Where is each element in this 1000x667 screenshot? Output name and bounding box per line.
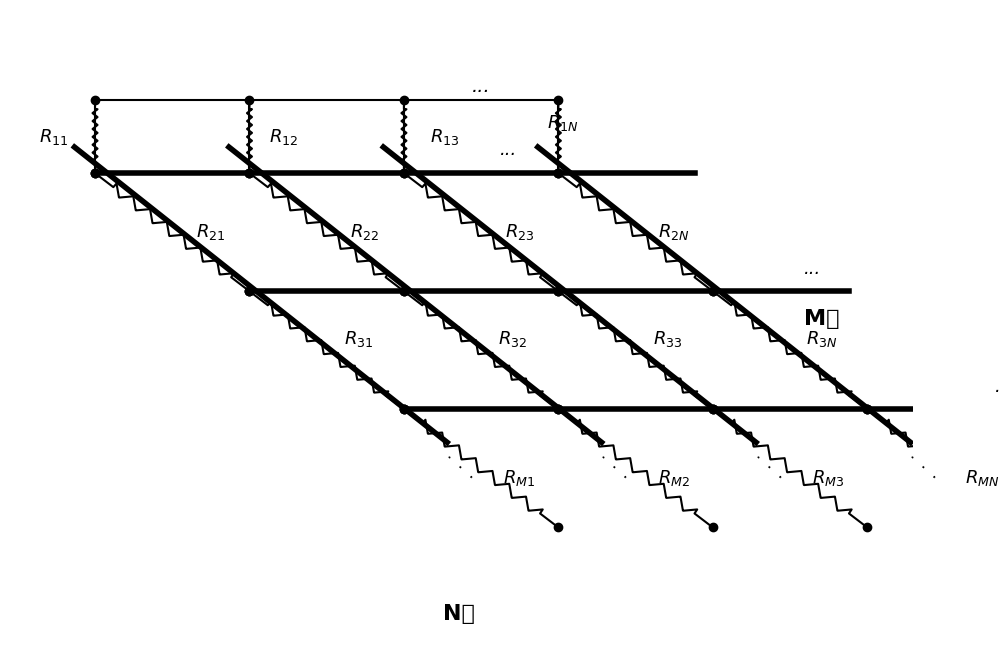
Text: M行‏: M行‏ — [804, 309, 840, 329]
Text: $R_{1N}$: $R_{1N}$ — [547, 113, 579, 133]
Text: ...: ... — [472, 77, 491, 96]
Text: $R_{M3}$: $R_{M3}$ — [812, 468, 844, 488]
Text: $R_{2N}$: $R_{2N}$ — [658, 222, 690, 242]
Text: $R_{MN}$: $R_{MN}$ — [965, 468, 1000, 488]
Text: $R_{13}$: $R_{13}$ — [430, 127, 460, 147]
Text: $R_{32}$: $R_{32}$ — [498, 329, 528, 350]
Text: $R_{22}$: $R_{22}$ — [350, 222, 379, 242]
Text: $R_{23}$: $R_{23}$ — [505, 222, 534, 242]
Text: ·  ·  ·: · · · — [595, 452, 631, 486]
Text: $R_{11}$: $R_{11}$ — [39, 127, 69, 147]
Text: ...: ... — [500, 141, 517, 159]
Text: ...: ... — [804, 259, 821, 277]
Text: ...: ... — [995, 378, 1000, 396]
Text: ·  ·  ·: · · · — [904, 452, 939, 486]
Text: $R_{3N}$: $R_{3N}$ — [806, 329, 838, 350]
Text: ·  ·  ·: · · · — [441, 452, 476, 486]
Text: $R_{21}$: $R_{21}$ — [196, 222, 225, 242]
Text: ·  ·  ·: · · · — [750, 452, 785, 486]
Text: N列: N列 — [443, 604, 474, 624]
Text: $R_{31}$: $R_{31}$ — [344, 329, 373, 350]
Text: $R_{33}$: $R_{33}$ — [653, 329, 682, 350]
Text: $R_{M1}$: $R_{M1}$ — [503, 468, 535, 488]
Text: $R_{12}$: $R_{12}$ — [269, 127, 299, 147]
Text: $R_{M2}$: $R_{M2}$ — [658, 468, 690, 488]
